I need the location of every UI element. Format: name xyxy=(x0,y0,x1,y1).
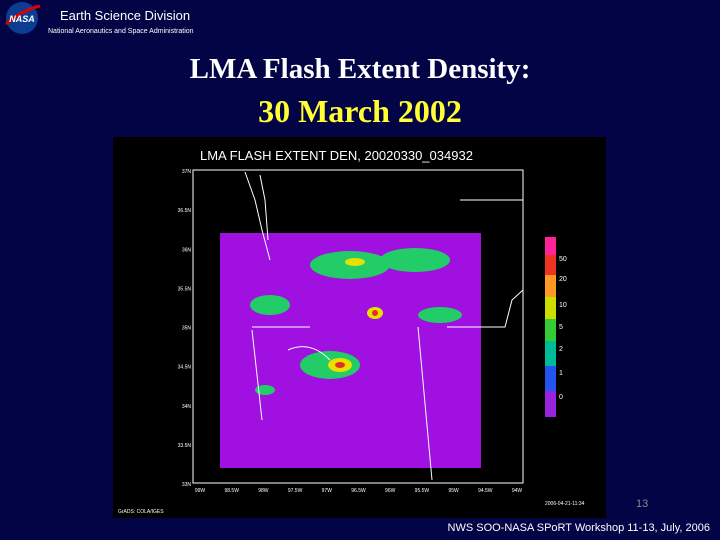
colorbar-label: 1 xyxy=(559,370,563,377)
lon-label: 96W xyxy=(385,488,396,494)
lat-label: 34.5N xyxy=(178,365,192,371)
title-line2: 30 March 2002 xyxy=(258,93,462,129)
title-line1: LMA Flash Extent Density: xyxy=(190,53,531,85)
lat-label: 37N xyxy=(182,169,192,175)
lon-label: 94W xyxy=(512,488,523,494)
map-lines xyxy=(244,171,524,481)
lat-label: 33.5N xyxy=(178,443,192,449)
page-number: 13 xyxy=(636,498,648,510)
colorbar-label: 5 xyxy=(559,324,563,331)
lon-label: 95.5W xyxy=(415,488,430,494)
figure: LMA FLASH EXTENT DEN, 20020330_034932 Gr… xyxy=(113,137,606,518)
colorbar-label: 10 xyxy=(559,302,567,309)
lat-label: 36.5N xyxy=(178,208,192,214)
figure-credit: GrADS: COLA/IGES xyxy=(118,509,164,515)
density-blobs xyxy=(250,248,462,395)
lon-label: 98.5W xyxy=(224,488,239,494)
figure-timestamp: 2006-04-21-11:34 xyxy=(545,501,585,507)
lon-label: 97.5W xyxy=(288,488,303,494)
lon-label: 95W xyxy=(448,488,459,494)
lat-label: 34N xyxy=(182,404,192,410)
lat-label: 35N xyxy=(182,326,192,332)
lon-label: 96.5W xyxy=(351,488,366,494)
logo-text: NASA xyxy=(9,14,35,24)
colorbar-label: 2 xyxy=(559,346,563,353)
colorbar xyxy=(545,237,556,417)
lat-label: 36N xyxy=(182,247,192,253)
plot-frame xyxy=(192,169,524,484)
lon-label: 97W xyxy=(322,488,333,494)
lon-label: 94.5W xyxy=(478,488,493,494)
lat-label: 35.5N xyxy=(178,286,192,292)
org-name: Earth Science Division xyxy=(60,8,190,23)
nasa-logo: NASA xyxy=(5,2,41,34)
figure-title: LMA FLASH EXTENT DEN, 20020330_034932 xyxy=(200,148,473,163)
colorbar-label: 0 xyxy=(559,394,563,401)
lat-label: 33N xyxy=(182,482,192,488)
lon-label: 98W xyxy=(258,488,269,494)
workshop: NWS SOO-NASA SPoRT Workshop 11-13, July,… xyxy=(448,522,710,534)
sub-org: National Aeronautics and Space Administr… xyxy=(48,28,194,35)
lon-label: 99W xyxy=(195,488,206,494)
colorbar-label: 50 xyxy=(559,256,567,263)
colorbar-label: 20 xyxy=(559,276,567,283)
